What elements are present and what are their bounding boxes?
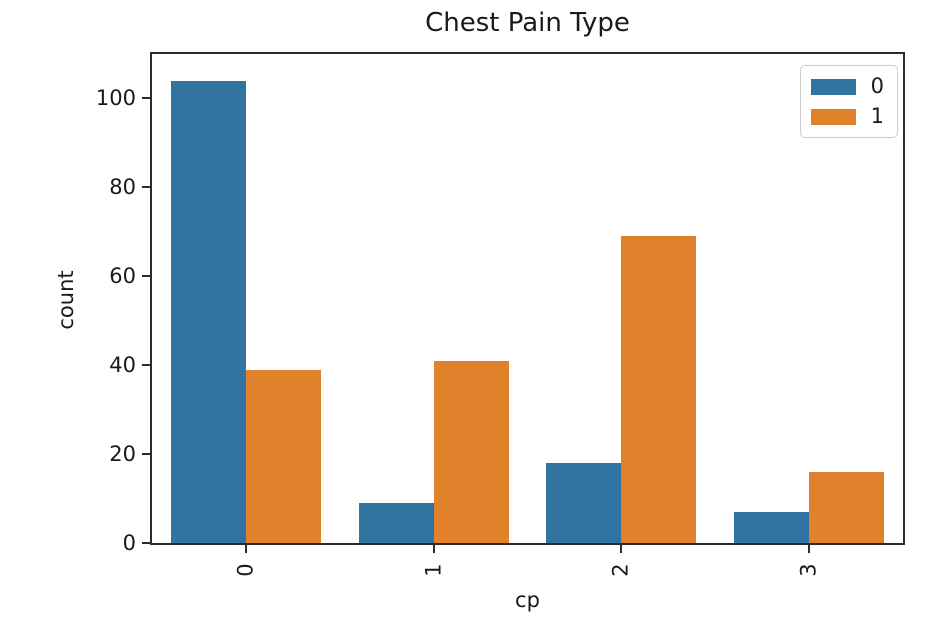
y-tick-label: 20 bbox=[109, 442, 136, 467]
legend: 0 1 bbox=[799, 65, 898, 138]
x-tick-mark bbox=[620, 545, 623, 553]
legend-label-series-1: 1 bbox=[870, 104, 884, 128]
x-tick-label: 1 bbox=[421, 563, 446, 577]
y-tick-label: 100 bbox=[95, 86, 136, 111]
x-tick-label: 3 bbox=[796, 563, 821, 577]
legend-item-1: 1 bbox=[810, 104, 884, 128]
y-tick-mark bbox=[142, 453, 150, 456]
x-axis-label: cp bbox=[515, 588, 540, 612]
y-tick-mark bbox=[142, 275, 150, 278]
y-tick-label: 80 bbox=[109, 175, 136, 200]
y-tick-label: 40 bbox=[109, 353, 136, 378]
y-axis-label: count bbox=[54, 270, 78, 330]
y-tick-label: 60 bbox=[109, 264, 136, 289]
y-tick-mark bbox=[142, 186, 150, 189]
chart-title: Chest Pain Type bbox=[425, 8, 630, 38]
y-tick-mark bbox=[142, 97, 150, 100]
x-tick-mark bbox=[244, 545, 247, 553]
x-tick-label: 0 bbox=[233, 563, 258, 577]
x-tick-mark bbox=[808, 545, 811, 553]
y-tick-label: 0 bbox=[122, 531, 136, 555]
bar-series-1-cat-3 bbox=[809, 471, 885, 543]
bar-series-0-cat-0 bbox=[170, 80, 246, 543]
legend-swatch-series-0 bbox=[810, 78, 856, 95]
bar-series-0-cat-3 bbox=[734, 511, 810, 543]
x-tick-mark bbox=[432, 545, 435, 553]
plot-area: 0 1 0 20 40 60 80 100 0 1 2 3 bbox=[96, 52, 905, 577]
bar-series-1-cat-2 bbox=[621, 236, 697, 543]
legend-label-series-0: 0 bbox=[870, 74, 884, 98]
x-tick-label: 2 bbox=[608, 563, 633, 577]
y-tick-mark bbox=[142, 364, 150, 367]
legend-item-0: 0 bbox=[810, 74, 884, 98]
bar-series-0-cat-2 bbox=[546, 462, 622, 543]
bar-series-1-cat-0 bbox=[245, 369, 321, 543]
y-tick-mark bbox=[142, 542, 150, 544]
bar-series-1-cat-1 bbox=[433, 360, 509, 543]
legend-swatch-series-1 bbox=[810, 108, 856, 125]
bar-series-0-cat-1 bbox=[358, 503, 434, 543]
